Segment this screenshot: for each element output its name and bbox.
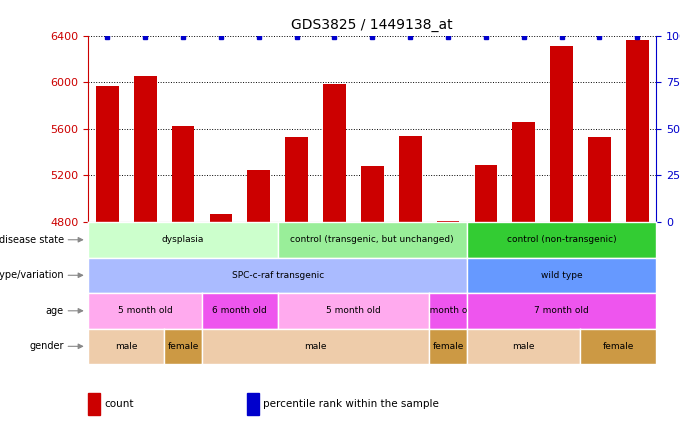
Title: GDS3825 / 1449138_at: GDS3825 / 1449138_at (292, 18, 453, 32)
Bar (398, 136, 422, 222)
Bar (323, 84, 346, 222)
Bar (171, 127, 194, 222)
Text: age: age (46, 306, 64, 316)
Text: female: female (167, 342, 199, 351)
Text: male: male (513, 342, 535, 351)
Text: 6 month old: 6 month old (421, 306, 475, 315)
Bar (361, 166, 384, 222)
Text: female: female (602, 342, 634, 351)
Text: count: count (104, 399, 134, 409)
Text: control (non-transgenic): control (non-transgenic) (507, 235, 616, 244)
Text: female: female (432, 342, 464, 351)
Bar (248, 393, 259, 415)
Text: dysplasia: dysplasia (162, 235, 204, 244)
Bar (588, 137, 611, 222)
Text: gender: gender (29, 341, 64, 351)
Bar (209, 214, 233, 222)
Bar (475, 165, 497, 222)
Bar (437, 221, 460, 222)
Bar (626, 40, 649, 222)
Text: 5 month old: 5 month old (326, 306, 381, 315)
Bar (512, 122, 535, 222)
Text: control (transgenic, but unchanged): control (transgenic, but unchanged) (290, 235, 454, 244)
Text: wild type: wild type (541, 271, 582, 280)
Bar (134, 76, 156, 222)
Text: 7 month old: 7 month old (534, 306, 589, 315)
Text: genotype/variation: genotype/variation (0, 270, 64, 280)
Text: disease state: disease state (0, 235, 64, 245)
Bar (88, 393, 101, 415)
Bar (550, 46, 573, 222)
Bar (285, 137, 308, 222)
Text: SPC-c-raf transgenic: SPC-c-raf transgenic (232, 271, 324, 280)
Text: 6 month old: 6 month old (212, 306, 267, 315)
Text: male: male (304, 342, 327, 351)
Bar (248, 170, 270, 222)
Text: 5 month old: 5 month old (118, 306, 173, 315)
Text: male: male (115, 342, 137, 351)
Text: percentile rank within the sample: percentile rank within the sample (263, 399, 439, 409)
Bar (96, 86, 119, 222)
